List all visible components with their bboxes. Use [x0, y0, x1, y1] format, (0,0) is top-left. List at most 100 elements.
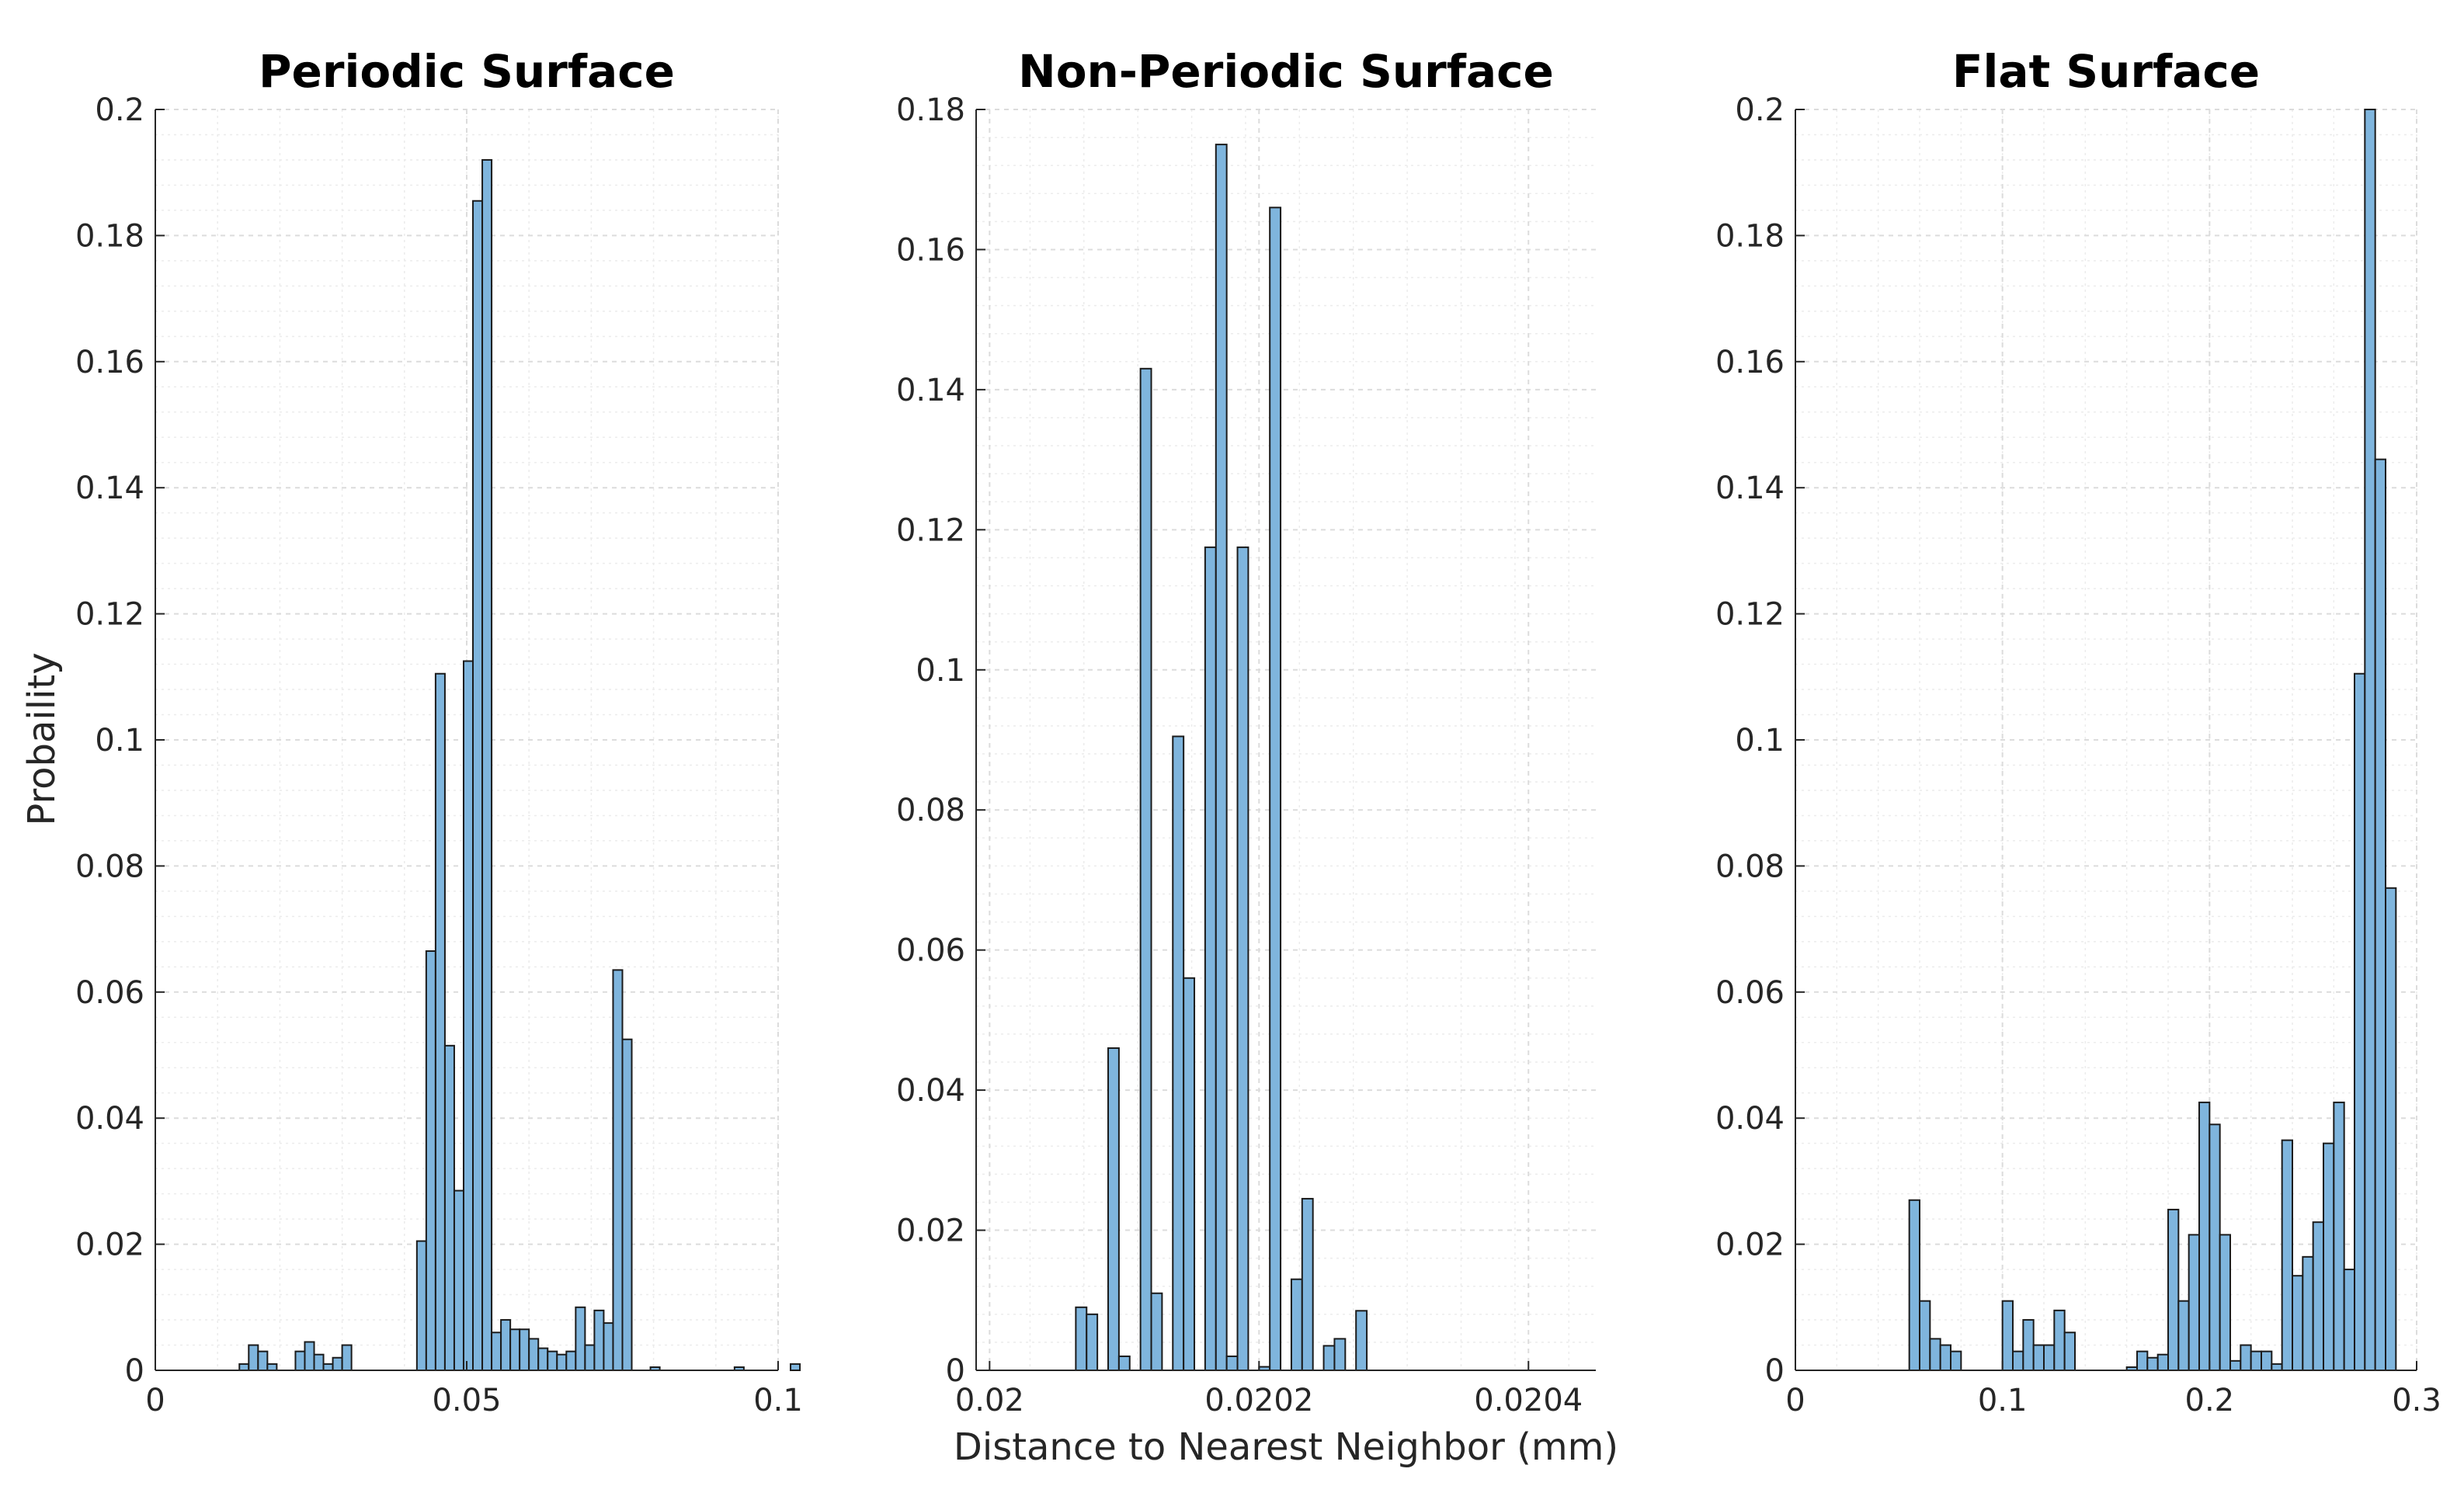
- panel-flat-surface: 0 0.02 0.04 0.06 0.08 0.1 0.12 0.14 0.16 0.18 0.2 0…: [1715, 45, 2441, 1418]
- x-tick-label: 0.05: [432, 1383, 501, 1418]
- histogram-bar: [2323, 1142, 2335, 1372]
- x-tick-label: 0.1: [753, 1383, 803, 1418]
- histogram-bar: [472, 200, 484, 1371]
- histogram-bar: [1107, 1047, 1120, 1371]
- histogram-bar: [332, 1356, 343, 1372]
- y-tick-label: 0.06: [75, 975, 144, 1011]
- y-tick-label: 0.14: [75, 470, 144, 506]
- histogram-bar: [304, 1341, 315, 1371]
- histogram-bar: [1333, 1338, 1347, 1372]
- y-tick-label: 0.16: [75, 345, 144, 380]
- histogram-bar: [556, 1353, 568, 1371]
- panel-title: Periodic Surface: [259, 45, 675, 98]
- x-tick-label: 0.0202: [1204, 1383, 1313, 1418]
- histogram-bar: [238, 1363, 250, 1372]
- x-tick-label: 0.2: [2185, 1383, 2235, 1418]
- histogram-bar: [1150, 1292, 1163, 1372]
- histogram-bar: [2219, 1234, 2232, 1372]
- histogram-bar: [593, 1309, 605, 1371]
- histogram-bar: [2374, 458, 2387, 1371]
- y-tick-label: 0.2: [1735, 92, 1785, 128]
- y-tick-label: 0.16: [1715, 345, 1785, 380]
- histogram-bar: [248, 1344, 259, 1372]
- panel-periodic-surface: 0 0.02 0.04 0.06 0.08 0.1 0.12 0.14 0.16 0.18 0.2 0…: [75, 45, 803, 1418]
- histogram-bar: [500, 1319, 512, 1372]
- histogram-bar: [1290, 1278, 1303, 1371]
- y-tick-label: 0.06: [896, 933, 965, 969]
- x-tick-label: 0.0204: [1474, 1383, 1583, 1418]
- histogram-bar: [425, 950, 436, 1371]
- y-tick-label: 0.08: [1715, 849, 1785, 884]
- x-tick-label: 0.3: [2392, 1383, 2441, 1418]
- histogram-bar: [603, 1322, 614, 1371]
- histogram-bar: [1172, 735, 1185, 1371]
- histogram-bar: [257, 1350, 269, 1372]
- histogram-bar: [266, 1363, 278, 1372]
- histogram-bar: [1236, 546, 1249, 1371]
- x-tick-label: 0.02: [955, 1383, 1024, 1418]
- histogram-bar: [1269, 207, 1282, 1371]
- y-tick-label: 0: [946, 1353, 965, 1389]
- histogram-bar: [2053, 1309, 2066, 1371]
- histogram-bar: [1183, 977, 1196, 1372]
- histogram-bar: [1355, 1310, 1368, 1372]
- histogram-bar: [434, 672, 446, 1371]
- y-tick-label: 0.18: [1715, 218, 1785, 254]
- y-tick-label: 0.08: [75, 849, 144, 884]
- histogram-bar: [2209, 1123, 2221, 1371]
- histogram-bar: [584, 1344, 596, 1372]
- histogram-bar: [2146, 1356, 2159, 1372]
- histogram-bar: [313, 1353, 325, 1371]
- y-tick-label: 0.1: [1735, 723, 1785, 759]
- y-tick-label: 0.18: [75, 218, 144, 254]
- histogram-bar: [2364, 109, 2376, 1371]
- y-tick-label: 0.02: [1715, 1227, 1785, 1263]
- histogram-bar: [519, 1328, 530, 1371]
- y-tick-label: 0.12: [75, 597, 144, 633]
- histogram-bar: [2188, 1234, 2201, 1372]
- histogram-bar: [509, 1328, 521, 1371]
- histogram-bar: [491, 1331, 502, 1372]
- histogram-bar: [1950, 1350, 1962, 1372]
- histogram-bar: [2177, 1300, 2190, 1372]
- histogram-bar: [2063, 1331, 2077, 1372]
- y-tick-label: 0.04: [75, 1101, 144, 1137]
- histogram-bar: [575, 1306, 586, 1372]
- y-tick-label: 0.16: [896, 232, 965, 268]
- y-tick-label: 0.04: [896, 1073, 965, 1109]
- y-tick-label: 0.12: [896, 512, 965, 548]
- panel-title: Non-Periodic Surface: [1018, 45, 1554, 98]
- histogram-bar: [2250, 1350, 2263, 1372]
- histogram-bar: [2167, 1208, 2180, 1371]
- x-tick-label: 0: [1785, 1383, 1805, 1418]
- y-tick-label: 0.1: [916, 653, 965, 689]
- histogram-bar: [2198, 1101, 2211, 1372]
- histogram-bar: [2240, 1344, 2252, 1372]
- histogram-bar: [1139, 367, 1152, 1371]
- histogram-bar: [621, 1038, 633, 1371]
- histogram-bar: [1939, 1344, 1952, 1372]
- y-tick-label: 0.18: [896, 92, 965, 128]
- histogram-bar: [322, 1363, 334, 1372]
- histogram-bar: [612, 969, 624, 1371]
- histogram-bar: [1075, 1306, 1088, 1372]
- y-tick-label: 0.1: [95, 723, 144, 759]
- histogram-bar: [2136, 1350, 2149, 1372]
- histogram-bar: [443, 1044, 455, 1371]
- histogram-bar: [453, 1189, 464, 1371]
- histogram-bar: [2229, 1359, 2242, 1371]
- y-tick-label: 0: [1765, 1353, 1785, 1389]
- y-tick-label: 0.04: [1715, 1101, 1785, 1137]
- histogram-bar: [1225, 1355, 1239, 1372]
- histogram-bar: [2032, 1344, 2045, 1372]
- histogram-bar: [790, 1363, 801, 1372]
- histogram-bar: [2271, 1363, 2283, 1372]
- histogram-bar: [2302, 1255, 2314, 1371]
- y-tick-label: 0.02: [896, 1213, 965, 1249]
- histogram-bar: [2012, 1350, 2024, 1372]
- histogram-bar: [1204, 546, 1217, 1371]
- histogram-bar: [2343, 1269, 2356, 1371]
- histogram-bar: [2281, 1139, 2294, 1371]
- histogram-bar: [2333, 1101, 2345, 1372]
